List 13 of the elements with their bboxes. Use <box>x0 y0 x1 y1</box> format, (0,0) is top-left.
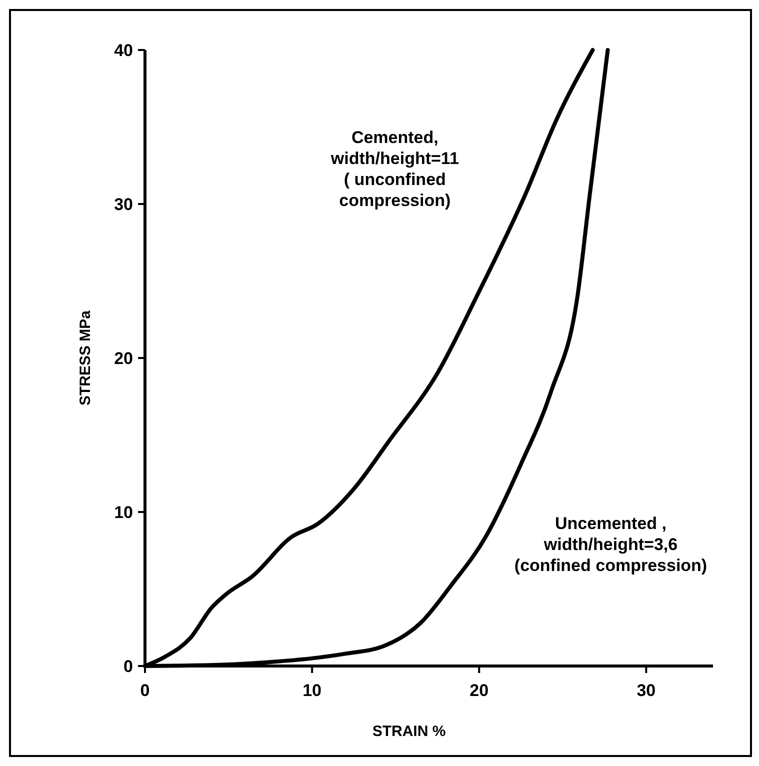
y-tick-label: 30 <box>114 194 133 214</box>
x-tick-label: 0 <box>140 681 150 700</box>
annotation: Uncemented , width/height=3,6 (confined compression) <box>514 514 708 575</box>
x-tick-label: 30 <box>636 681 656 700</box>
x-axis-title: STRAIN % <box>372 723 446 740</box>
y-tick-label: 10 <box>114 502 133 522</box>
y-tick-label: 0 <box>124 656 133 676</box>
y-tick-label: 20 <box>114 348 133 368</box>
x-tick-label: 10 <box>302 681 322 700</box>
annotation: Cemented, width/height=11 ( unconfined compression) <box>330 128 459 210</box>
y-tick-label: 40 <box>114 40 133 60</box>
y-axis-title: STRESS MPa <box>77 310 94 406</box>
x-tick-label: 20 <box>470 681 489 700</box>
